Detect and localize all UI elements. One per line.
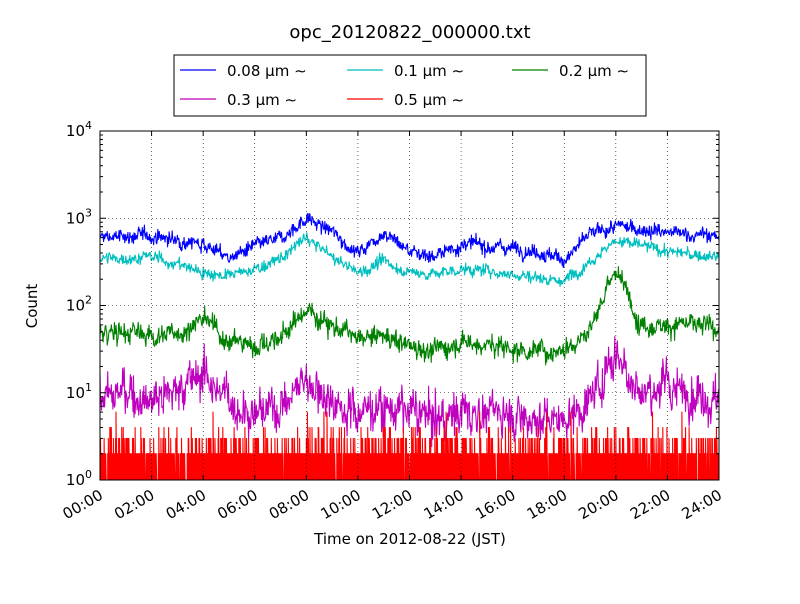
legend-label: 0.2 μm ∼ [559, 62, 629, 80]
x-axis-label: Time on 2012-08-22 (JST) [313, 530, 506, 548]
legend-box [173, 54, 647, 117]
y-tick-label: 104 [66, 119, 92, 140]
x-tick-label: 04:00 [163, 486, 209, 523]
plot-area [100, 212, 719, 480]
x-tick-label: 02:00 [111, 486, 157, 523]
x-tick-label: 16:00 [472, 486, 518, 523]
x-tick-label: 18:00 [524, 486, 570, 523]
chart-title: opc_20120822_000000.txt [289, 22, 530, 43]
y-tick-label: 102 [66, 294, 92, 315]
axis-ticks: 00:00 02:00 04:00 06:00 08:00 10:00 12:00 14:00… [60, 119, 725, 523]
x-tick-label: 12:00 [369, 486, 415, 523]
legend-label: 0.1 μm ∼ [394, 62, 464, 80]
legend: 0.08 μm ∼ 0.1 μm ∼ 0.2 μm ∼ 0.3 μm ∼ 0.5 μm … [173, 54, 647, 117]
x-tick-label: 14:00 [421, 486, 467, 523]
x-tick-label: 06:00 [214, 486, 260, 523]
y-axis-label: Count [23, 284, 41, 329]
x-tick-label: 00:00 [60, 486, 106, 523]
series-line-4 [100, 335, 719, 448]
x-tick-label: 10:00 [317, 486, 363, 523]
x-tick-label: 24:00 [679, 486, 725, 523]
x-tick-label: 22:00 [627, 486, 673, 523]
y-tick-label: 101 [66, 381, 92, 402]
x-tick-label: 08:00 [266, 486, 312, 523]
y-tick-label: 100 [66, 468, 92, 489]
legend-label: 0.3 μm ∼ [227, 91, 297, 109]
legend-label: 0.08 μm ∼ [227, 62, 307, 80]
y-tick-label: 103 [66, 206, 92, 227]
x-tick-label: 20:00 [575, 486, 621, 523]
series-line-5 [100, 411, 719, 480]
grid-lines [99, 130, 720, 481]
legend-label: 0.5 μm ∼ [394, 91, 464, 109]
